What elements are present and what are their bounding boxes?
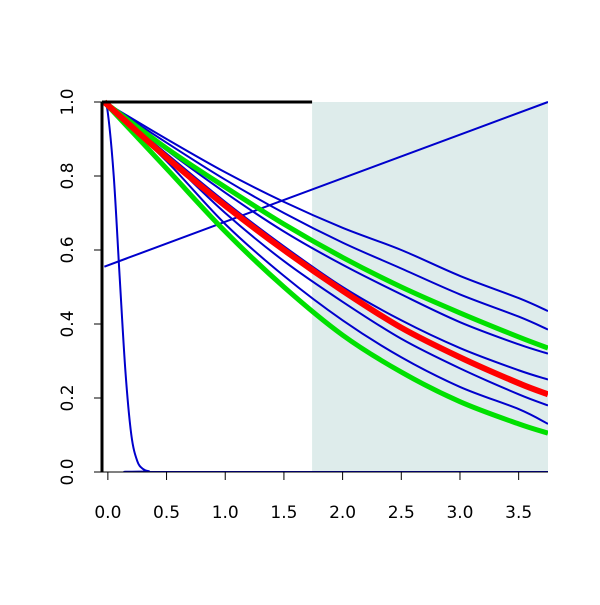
- x-tick-label: 1.5: [270, 503, 297, 523]
- series-line-10: [102, 99, 548, 398]
- x-tick-label: 3.5: [505, 503, 532, 523]
- series-line-1: [103, 101, 548, 268]
- x-tick-label: 2.5: [388, 503, 415, 523]
- y-tick-label: 0.6: [58, 236, 78, 263]
- axes-layer: 0.0 0.5 1.0 1.5 2.0 2.5 3.0 3.5 0.0 0.2 0.4 0.6 0.8 1…: [58, 88, 548, 523]
- x-tick-label: 1.0: [212, 503, 239, 523]
- series-line-3: [103, 101, 548, 331]
- y-tick-label: 1.0: [58, 88, 78, 115]
- series-line-5: [103, 101, 548, 381]
- plot-background-layer: [312, 102, 548, 472]
- y-tick-label: 0.4: [58, 310, 78, 337]
- series-line-7: [103, 101, 548, 425]
- y-tick-label: 0.2: [58, 384, 78, 411]
- x-tick-label: 0.0: [94, 503, 121, 523]
- x-tick-label: 0.5: [153, 503, 180, 523]
- series-line-0: [103, 101, 548, 472]
- series-line-2: [103, 101, 548, 312]
- x-tick-label: 2.0: [329, 503, 356, 523]
- series-line-9: [102, 100, 548, 436]
- y-tick-label: 0.8: [58, 162, 78, 189]
- series-line-8: [102, 99, 548, 351]
- y-tick-label: 0.0: [58, 458, 78, 485]
- series-layer: [102, 99, 548, 472]
- x-tick-label: 3.0: [446, 503, 473, 523]
- shaded-region: [312, 102, 548, 472]
